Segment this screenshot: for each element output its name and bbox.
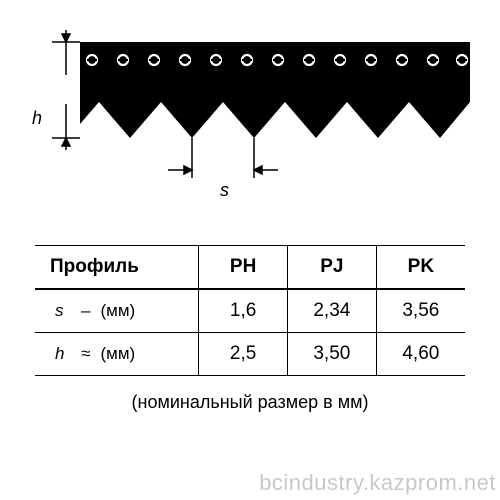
col-header-profile: Профиль [35, 246, 199, 290]
cell-value: 2,34 [287, 289, 376, 333]
belt-svg [30, 30, 470, 200]
cell-value: 1,6 [199, 289, 288, 333]
h-dimension-label: h [32, 108, 42, 129]
belt-profile-diagram: h s [30, 30, 470, 200]
row-label: h ≈ (мм) [35, 333, 199, 376]
row-label: s – (мм) [35, 289, 199, 333]
col-header-pj: PJ [287, 246, 376, 290]
profile-table: Профиль PH PJ PK s – (мм) 1,6 2,34 3,56 … [35, 245, 465, 376]
spec-table: Профиль PH PJ PK s – (мм) 1,6 2,34 3,56 … [35, 245, 465, 376]
cell-value: 2,5 [199, 333, 288, 376]
relation-symbol: ≈ [76, 344, 96, 364]
s-dimension-label: s [220, 180, 229, 201]
table-header-row: Профиль PH PJ PK [35, 246, 465, 290]
watermark-text: bcindustry.kazprom.net [259, 470, 496, 496]
caption-text: (номинальный размер в мм) [0, 392, 500, 413]
table-row: h ≈ (мм) 2,5 3,50 4,60 [35, 333, 465, 376]
s-dimension-lines [168, 138, 278, 178]
belt-body [80, 42, 470, 138]
param-letter: s [55, 301, 71, 321]
col-header-pk: PK [376, 246, 465, 290]
unit-label: (мм) [100, 301, 135, 320]
param-letter: h [55, 344, 71, 364]
cell-value: 3,50 [287, 333, 376, 376]
relation-symbol: – [76, 301, 96, 321]
h-dimension-lines [52, 30, 80, 150]
col-header-ph: PH [199, 246, 288, 290]
cell-value: 3,56 [376, 289, 465, 333]
table-row: s – (мм) 1,6 2,34 3,56 [35, 289, 465, 333]
cell-value: 4,60 [376, 333, 465, 376]
unit-label: (мм) [100, 344, 135, 363]
